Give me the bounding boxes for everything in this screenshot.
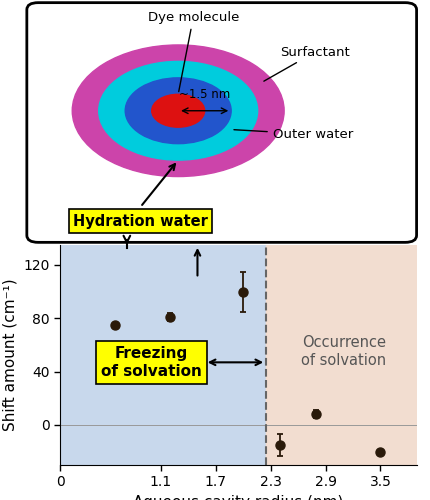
- Bar: [60, 245, 266, 465]
- Text: Occurrence
of solvation: Occurrence of solvation: [301, 336, 387, 368]
- Text: Surfactant: Surfactant: [264, 46, 350, 81]
- Circle shape: [152, 94, 205, 127]
- Y-axis label: Shift amount (cm⁻¹): Shift amount (cm⁻¹): [3, 278, 18, 432]
- Text: Hydration water: Hydration water: [73, 214, 208, 228]
- Text: Dye molecule: Dye molecule: [147, 11, 239, 92]
- Circle shape: [99, 62, 258, 160]
- X-axis label: Aqueous cavity radius (nm): Aqueous cavity radius (nm): [133, 495, 344, 500]
- Circle shape: [125, 78, 231, 144]
- Text: Outer water: Outer water: [234, 128, 353, 141]
- Bar: [266, 245, 417, 465]
- Text: ~1.5 nm: ~1.5 nm: [179, 88, 230, 102]
- Circle shape: [72, 45, 284, 176]
- Text: Freezing
of solvation: Freezing of solvation: [101, 346, 202, 378]
- FancyBboxPatch shape: [27, 2, 417, 242]
